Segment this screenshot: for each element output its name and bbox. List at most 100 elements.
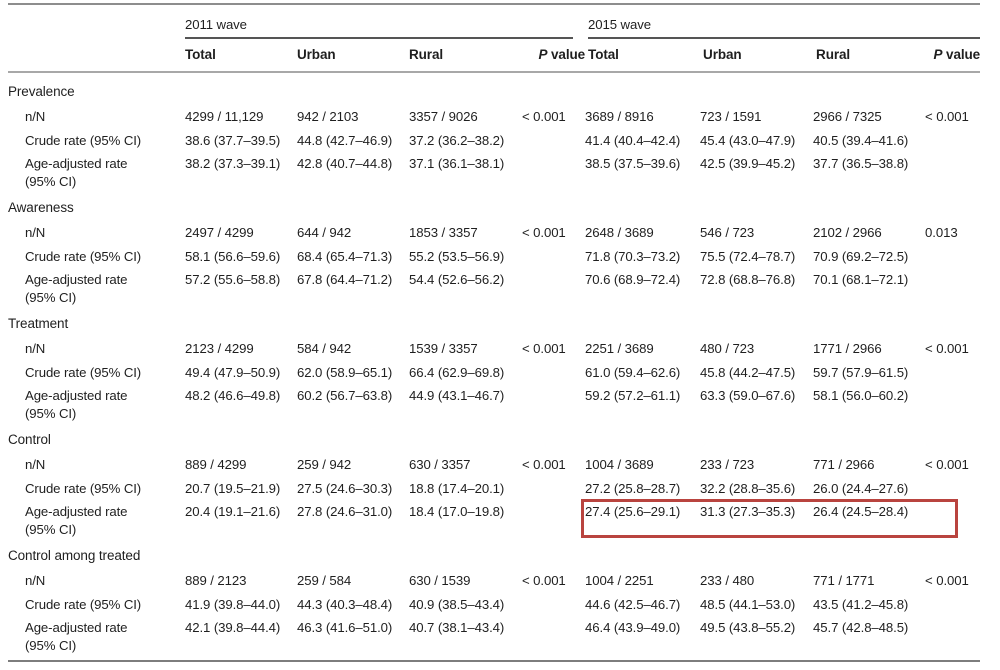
- value-cell: 3357 / 9026: [409, 108, 478, 124]
- value-cell: 40.7 (38.1–43.4): [409, 616, 522, 662]
- value-cell: 68.4 (65.4–71.3): [297, 248, 393, 264]
- p-value-cell: < 0.001: [522, 456, 566, 472]
- value-cell: 4299 / 11,129: [185, 108, 264, 124]
- value-cell: 26.0 (24.4–27.6): [813, 480, 909, 496]
- wave-2015-spanner-rule: [588, 37, 981, 39]
- wave-2011-label: 2011 wave: [185, 17, 247, 32]
- p-value-cell: [522, 476, 585, 500]
- value-cell: 37.2 (36.2–38.2): [409, 132, 505, 148]
- p-value-cell: [522, 152, 585, 193]
- value-cell: 259 / 942: [297, 456, 352, 472]
- value-cell: 38.5 (37.5–39.6): [585, 156, 681, 171]
- p-value-cell: [925, 152, 980, 193]
- value-cell: 18.4 (17.0–19.8): [409, 504, 505, 519]
- row-label-line1: Age-adjusted rate: [25, 504, 128, 519]
- row-label-line2: (95% CI): [25, 290, 77, 305]
- table-row: Crude rate (95% CI) 49.4 (47.9–50.9) 62.0 …: [8, 360, 980, 384]
- section-label: Control: [8, 432, 51, 447]
- row-label-line2: (95% CI): [25, 638, 77, 653]
- section-label: Awareness: [8, 200, 74, 215]
- value-cell: 75.5 (72.4–78.7): [700, 248, 796, 264]
- section-row: Awareness: [8, 193, 980, 220]
- value-cell: 771 / 2966: [813, 456, 875, 472]
- value-cell: 27.5 (24.6–30.3): [297, 480, 393, 496]
- value-cell: 546 / 723: [700, 224, 755, 240]
- value-cell: 37.1 (36.1–38.1): [409, 156, 505, 171]
- row-label-line1: Age-adjusted rate: [25, 272, 128, 287]
- row-label-line1: Age-adjusted rate: [25, 620, 128, 635]
- row-label-line1: Age-adjusted rate: [25, 388, 128, 403]
- section-row: Treatment: [8, 309, 980, 336]
- row-label: n/N: [25, 224, 46, 240]
- wave-2011-header: 2011 wave: [185, 3, 586, 39]
- row-label: Age-adjusted rate (95% CI): [8, 268, 185, 309]
- value-cell: 723 / 1591: [700, 108, 762, 124]
- section-row: Control: [8, 425, 980, 452]
- p-value-cell: [925, 360, 980, 384]
- value-cell: 42.8 (40.7–44.8): [297, 156, 393, 171]
- col-header-2015-total: Total: [585, 39, 701, 73]
- section-row: Control among treated: [8, 541, 980, 568]
- value-cell: 32.2 (28.8–35.6): [700, 480, 796, 496]
- value-cell: 20.4 (19.1–21.6): [185, 504, 281, 519]
- row-label: Crude rate (95% CI): [25, 248, 142, 264]
- column-header-row: Total Urban Rural P value Total Urban Ru…: [8, 39, 980, 73]
- value-cell: 58.1 (56.6–59.6): [185, 248, 281, 264]
- value-cell: 62.0 (58.9–65.1): [297, 364, 393, 380]
- value-cell: 27.4 (25.6–29.1): [585, 504, 681, 519]
- value-cell: 889 / 4299: [185, 456, 247, 472]
- p-value-cell: [522, 244, 585, 268]
- table-row: n/N 889 / 2123 259 / 584 630 / 1539 < 0.001 1…: [8, 568, 980, 592]
- value-cell: 66.4 (62.9–69.8): [409, 364, 505, 380]
- value-cell: 46.4 (43.9–49.0): [585, 616, 701, 662]
- row-label-line2: (95% CI): [25, 522, 77, 537]
- value-cell: 37.7 (36.5–38.8): [813, 156, 909, 171]
- p-value-cell: [522, 268, 585, 309]
- value-cell: 38.2 (37.3–39.1): [185, 156, 281, 171]
- value-cell: 44.8 (42.7–46.9): [297, 132, 393, 148]
- wave-header-row: 2011 wave 2015 wave: [8, 3, 981, 39]
- value-cell: 771 / 1771: [813, 572, 875, 588]
- value-cell: 61.0 (59.4–62.6): [585, 364, 681, 380]
- p-value-cell: < 0.001: [522, 572, 566, 588]
- value-cell: 38.6 (37.7–39.5): [185, 132, 281, 148]
- value-cell: 1004 / 2251: [585, 572, 654, 588]
- value-cell: 57.2 (55.6–58.8): [185, 272, 281, 287]
- p-value-cell: [522, 360, 585, 384]
- p-value-cell: [925, 244, 980, 268]
- summary-table: 2011 wave 2015 wave Total Urban Rural P …: [8, 3, 980, 662]
- col-header-2015-rural: Rural: [813, 39, 926, 73]
- value-cell: 45.4 (43.0–47.9): [700, 132, 796, 148]
- value-cell: 3689 / 8916: [585, 108, 654, 124]
- wave-2015-label: 2015 wave: [588, 17, 651, 32]
- row-label-line2: (95% CI): [25, 406, 77, 421]
- table-row: n/N 889 / 4299 259 / 942 630 / 3357 < 0.001 1…: [8, 452, 980, 476]
- value-cell: 27.2 (25.8–28.7): [585, 480, 681, 496]
- value-cell: 63.3 (59.0–67.6): [700, 388, 796, 403]
- value-cell: 1853 / 3357: [409, 224, 478, 240]
- p-value-cell: [925, 268, 980, 309]
- value-cell: 59.2 (57.2–61.1): [585, 388, 681, 403]
- value-cell: 40.5 (39.4–41.6): [813, 132, 909, 148]
- table-row: Age-adjusted rate (95% CI) 57.2 (55.6–58.8…: [8, 268, 980, 309]
- value-cell: 1771 / 2966: [813, 340, 882, 356]
- row-label: n/N: [25, 108, 46, 124]
- value-cell: 480 / 723: [700, 340, 755, 356]
- p-value-cell: [925, 500, 980, 541]
- value-cell: 259 / 584: [297, 572, 352, 588]
- value-cell: 2123 / 4299: [185, 340, 254, 356]
- table-row: Age-adjusted rate (95% CI) 38.2 (37.3–39.1…: [8, 152, 980, 193]
- value-cell: 41.9 (39.8–44.0): [185, 596, 281, 612]
- value-cell: 18.8 (17.4–20.1): [409, 480, 505, 496]
- value-cell: 43.5 (41.2–45.8): [813, 596, 909, 612]
- p-value-cell: [925, 476, 980, 500]
- value-cell: 60.2 (56.7–63.8): [297, 388, 393, 403]
- col-header-2015-urban: Urban: [700, 39, 814, 73]
- p-value-cell: [522, 500, 585, 541]
- table-row: Age-adjusted rate (95% CI) 20.4 (19.1–21.6…: [8, 500, 980, 541]
- row-label: Crude rate (95% CI): [25, 132, 142, 148]
- table-row: Crude rate (95% CI) 20.7 (19.5–21.9) 27.5 …: [8, 476, 980, 500]
- p-value-cell: < 0.001: [522, 108, 566, 124]
- value-cell: 630 / 1539: [409, 572, 471, 588]
- p-value-cell: < 0.001: [522, 224, 566, 240]
